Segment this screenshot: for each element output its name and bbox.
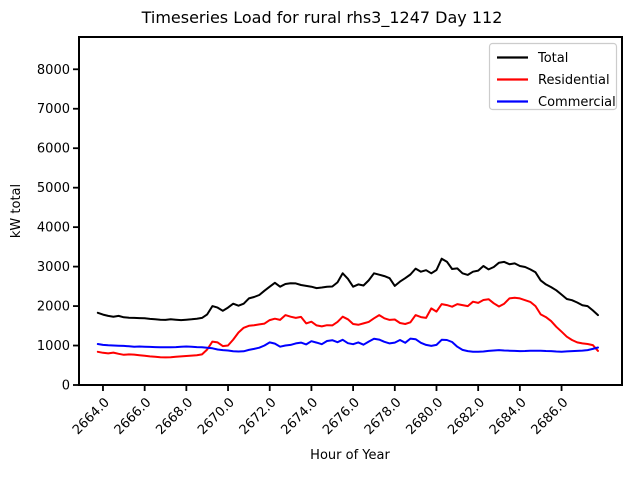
- y-tick-label: 8000: [37, 63, 70, 78]
- x-tick-label: 2678.0: [362, 395, 405, 438]
- plot-frame: [78, 36, 623, 386]
- x-tick-label: 2686.0: [529, 395, 572, 438]
- y-tick-label: 0: [62, 379, 70, 394]
- series-line-residential: [96, 296, 599, 359]
- x-tick-label: 2680.0: [404, 395, 447, 438]
- series-line-commercial: [96, 337, 599, 353]
- legend-entry-total: Total: [497, 51, 568, 66]
- x-tick-label: 2670.0: [195, 395, 238, 438]
- legend-entry-residential: Residential: [497, 73, 610, 88]
- legend-label-total: Total: [537, 51, 568, 66]
- x-tick-label: 2664.0: [70, 395, 113, 438]
- y-axis-label: kW total: [9, 184, 24, 238]
- y-tick-label: 6000: [37, 142, 70, 157]
- x-tick-label: 2672.0: [237, 395, 280, 438]
- y-tick-label: 4000: [37, 221, 70, 236]
- x-tick-label: 2666.0: [112, 395, 155, 438]
- chart-title: Timeseries Load for rural rhs3_1247 Day …: [141, 8, 503, 28]
- legend: Total Residential Commercial: [488, 42, 618, 111]
- legend-box: [488, 42, 618, 111]
- series-line-total: [96, 257, 599, 322]
- y-tick-label: 2000: [37, 300, 70, 315]
- x-tick-label: 2684.0: [487, 395, 530, 438]
- x-tick-label: 2676.0: [320, 395, 363, 438]
- y-tick-label: 3000: [37, 260, 70, 275]
- x-tick-label: 2682.0: [445, 395, 488, 438]
- x-tick-label: 2674.0: [278, 395, 321, 438]
- y-tick-label: 1000: [37, 339, 70, 354]
- x-tick-label: 2668.0: [153, 395, 196, 438]
- legend-entry-commercial: Commercial: [497, 95, 616, 110]
- x-axis-label: Hour of Year: [310, 448, 390, 463]
- legend-label-commercial: Commercial: [538, 95, 616, 110]
- y-tick-label: 7000: [37, 102, 70, 117]
- y-tick-label: 5000: [37, 181, 70, 196]
- legend-label-residential: Residential: [538, 73, 610, 88]
- plot-area: 0100020003000400050006000700080002664.02…: [37, 63, 599, 438]
